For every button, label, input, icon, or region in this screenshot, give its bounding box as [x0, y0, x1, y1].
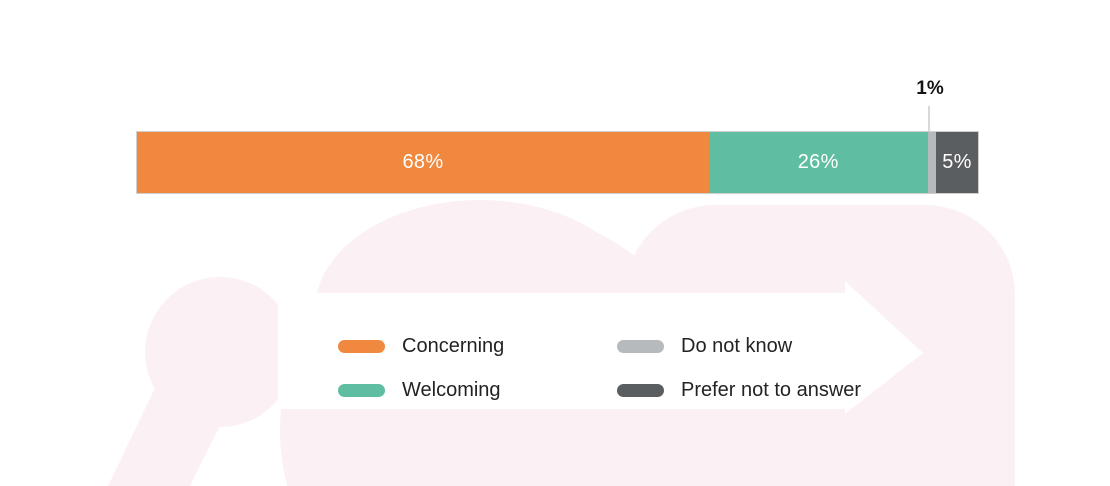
legend-item-concerning: Concerning: [338, 333, 617, 359]
legend-swatch-welcoming: [338, 383, 385, 397]
legend-swatch-prefer-not-to-answer: [617, 383, 664, 397]
stacked-bar: 68% 26% 5%: [136, 131, 979, 194]
bar-segment-welcoming: 26%: [708, 132, 928, 193]
callout-value-do-not-know: 1%: [916, 78, 944, 99]
bar-segment-concerning: 68%: [137, 132, 709, 193]
callout-leader-line: [928, 106, 930, 132]
bar-segment-prefer-not-to-answer: 5%: [935, 132, 978, 193]
bar-segment-label-welcoming: 26%: [797, 151, 839, 173]
legend-item-welcoming: Welcoming: [338, 377, 617, 403]
watermark-stem-shape: [108, 390, 238, 486]
legend-label-do-not-know: Do not know: [681, 334, 793, 357]
bar-segment-do-not-know: [927, 132, 936, 193]
legend-swatch-concerning: [338, 339, 385, 353]
legend-label-prefer-not-to-answer: Prefer not to answer: [681, 378, 862, 401]
legend-label-welcoming: Welcoming: [402, 378, 501, 401]
bar-segment-label-prefer-not-to-answer: 5%: [942, 151, 972, 173]
legend-swatch-do-not-know: [617, 339, 664, 353]
bar-segment-label-concerning: 68%: [402, 151, 444, 173]
watermark-dot-shape: [145, 277, 295, 427]
chart-legend: Concerning Welcoming Do not know Prefer not…: [338, 333, 896, 403]
legend-item-do-not-know: Do not know: [617, 333, 896, 359]
legend-label-concerning: Concerning: [402, 334, 505, 357]
legend-item-prefer-not-to-answer: Prefer not to answer: [617, 377, 896, 403]
